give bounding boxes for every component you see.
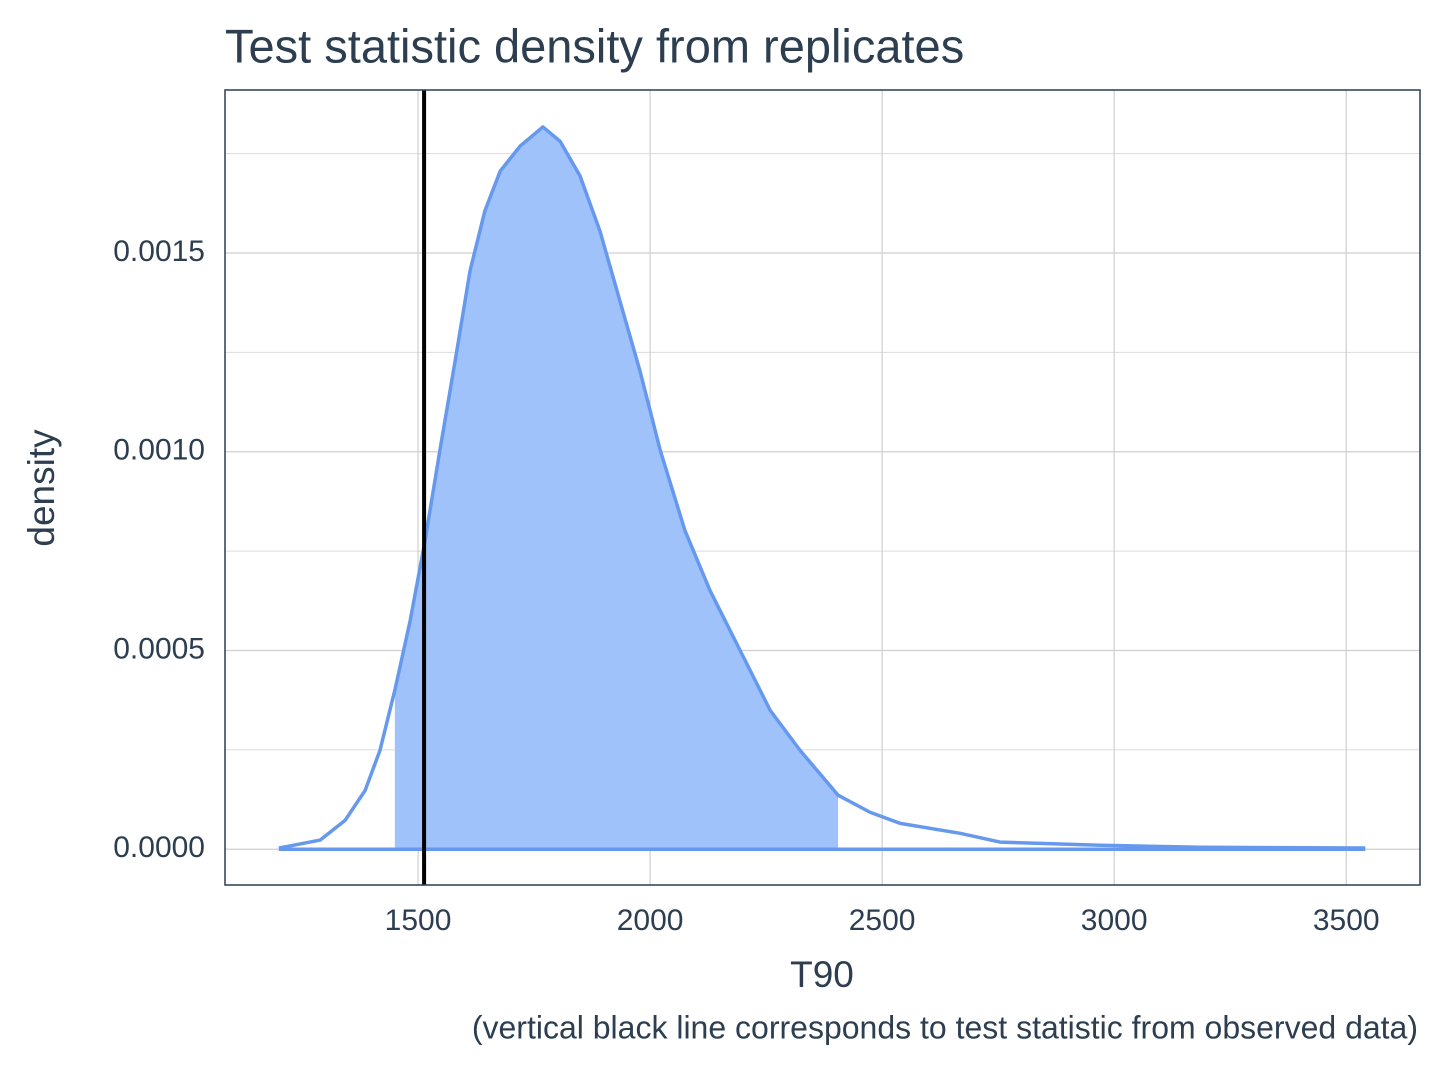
x-tick-label: 2000 xyxy=(617,904,684,937)
y-tick-label: 0.0015 xyxy=(113,235,205,268)
x-tick-label: 1500 xyxy=(385,904,452,937)
y-tick-label: 0.0005 xyxy=(113,632,205,665)
density-curve xyxy=(278,125,1366,850)
x-tick-label: 3500 xyxy=(1313,904,1380,937)
y-axis-label: density xyxy=(21,429,62,547)
x-axis-label: T90 xyxy=(790,954,854,995)
panel-border xyxy=(224,89,1421,886)
chart-title: Test statistic density from replicates xyxy=(225,19,964,72)
y-tick-label: 0.0000 xyxy=(113,831,205,864)
x-tick-label: 3000 xyxy=(1081,904,1148,937)
plot-area: 0.0000 0.0005 0.0010 0.0015 1500 2000 2500 3000… xyxy=(113,89,1421,937)
caption: (vertical black line corresponds to test… xyxy=(472,1009,1418,1045)
shaded-area xyxy=(394,126,839,850)
y-tick-label: 0.0010 xyxy=(113,434,205,467)
x-tick-label: 2500 xyxy=(849,904,916,937)
